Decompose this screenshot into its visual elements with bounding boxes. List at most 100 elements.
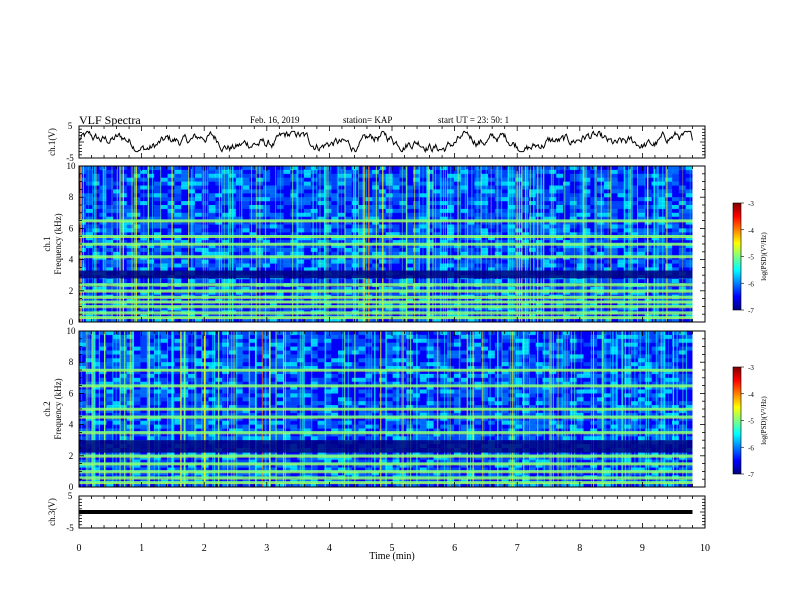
spectrogram-cell	[685, 181, 693, 187]
spectrogram-cell	[147, 263, 155, 268]
spectrogram-cell	[419, 197, 428, 202]
spectrogram-cell	[338, 240, 346, 245]
spectrogram-cell	[631, 318, 639, 322]
spectrogram-cell	[665, 228, 673, 233]
spectrogram-cell	[651, 346, 659, 352]
spectrogram-cell	[106, 185, 114, 190]
spectrogram-cell	[106, 169, 114, 175]
spectrogram-cell	[576, 338, 584, 344]
spectrogram-cell	[447, 334, 455, 340]
spectrogram-cell	[488, 185, 496, 190]
spectrogram-cell	[624, 279, 632, 284]
spectrogram-cell	[235, 189, 244, 194]
spectrogram-cell	[174, 362, 182, 367]
spectrogram-cell	[194, 354, 203, 359]
spectrogram-cell	[419, 306, 428, 311]
spectrogram-cell	[372, 240, 380, 245]
spectrogram-cell	[413, 286, 421, 292]
spectrogram-cell	[297, 302, 305, 307]
spectrogram-cell	[194, 212, 203, 218]
spectrogram-cell	[610, 263, 619, 268]
spectrogram-cell	[672, 189, 680, 194]
spectrogram-cell	[467, 263, 475, 268]
spectrogram-cell	[358, 366, 366, 371]
spectrogram-cell	[453, 362, 462, 367]
spectrogram-cell	[385, 346, 394, 352]
spectrogram-cell	[392, 350, 400, 355]
spectrogram-cell	[222, 244, 230, 249]
spectrogram-cell	[154, 185, 162, 190]
spectrogram-cell	[542, 236, 550, 241]
spectrogram-cell	[481, 286, 489, 292]
spectrogram-cell	[85, 247, 94, 253]
y-axis-label: ch.1(V)	[47, 128, 57, 156]
spectrogram-cell	[494, 208, 503, 214]
spectrogram-cell	[665, 169, 673, 175]
spectrogram-cell	[147, 370, 155, 375]
spectrogram-cell	[181, 201, 189, 206]
spectrogram-cell	[133, 185, 141, 190]
spectrogram-cell	[569, 362, 578, 367]
spectrogram-cell	[160, 181, 169, 187]
spectrogram-cell	[569, 342, 578, 348]
spectrogram-cell	[154, 208, 162, 214]
spectrogram-cell	[501, 302, 509, 307]
spectrogram-cell	[542, 290, 550, 296]
spectrogram-cell	[269, 279, 278, 284]
spectrogram-cell	[317, 216, 325, 222]
spectrogram-cell	[310, 318, 319, 322]
spectrogram-cell	[535, 193, 544, 198]
spectrogram-cell	[426, 197, 434, 202]
spectrogram-cell	[419, 244, 428, 249]
spectrogram-cell	[624, 362, 632, 367]
spectrogram-cell	[624, 342, 632, 348]
spectrogram-cell	[85, 350, 94, 355]
spectrogram-cell	[556, 197, 564, 202]
spectrogram-cell	[222, 166, 230, 171]
spectrogram-cell	[79, 370, 87, 375]
spectrogram-cell	[392, 263, 400, 268]
spectrogram-cell	[610, 232, 619, 237]
spectrogram-cell	[79, 263, 87, 268]
spectrogram-cell	[576, 279, 584, 284]
spectrogram-cell	[488, 247, 496, 253]
spectrogram-cell	[488, 232, 496, 237]
spectrogram-cell	[351, 366, 360, 371]
spectrogram-cell	[392, 338, 400, 344]
spectrogram-cell	[481, 366, 489, 371]
spectrogram-cell	[413, 197, 421, 202]
spectrogram-cell	[256, 169, 264, 175]
spectrogram-cell	[501, 205, 509, 210]
spectrogram-cell	[181, 228, 189, 233]
spectrogram-cell	[440, 354, 448, 359]
spectrogram-cell	[79, 189, 87, 194]
spectrogram-cell	[297, 189, 305, 194]
spectrogram-cell	[283, 318, 291, 322]
spectrogram-cell	[447, 189, 455, 194]
spectrogram-cell	[563, 189, 571, 194]
spectrogram-cell	[338, 220, 346, 226]
spectrogram-cell	[242, 240, 250, 245]
spectrogram-cell	[303, 181, 312, 187]
spectrogram-cell	[283, 212, 291, 218]
spectrogram-cell	[433, 240, 441, 245]
spectrogram-cell	[474, 362, 482, 367]
spectrogram-cell	[419, 362, 428, 367]
spectrogram-cell	[154, 224, 162, 229]
spectrogram-cell	[460, 185, 469, 190]
spectrogram-cell	[617, 169, 625, 175]
spectrogram-cell	[303, 177, 312, 183]
spectrogram-cell	[665, 286, 673, 292]
spectrogram-cell	[310, 166, 319, 171]
spectrogram-cell	[535, 334, 544, 340]
spectrogram-cell	[563, 306, 571, 311]
spectrogram-cell	[385, 306, 394, 311]
spectrogram-cell	[556, 232, 564, 237]
spectrogram-cell	[433, 185, 441, 190]
spectrogram-cell	[556, 302, 564, 307]
spectrogram-cell	[460, 232, 469, 237]
spectrogram-cell	[263, 334, 271, 340]
spectrogram-cell	[515, 338, 523, 344]
spectrogram-cell	[535, 366, 544, 371]
spectrogram-cell	[133, 232, 141, 237]
